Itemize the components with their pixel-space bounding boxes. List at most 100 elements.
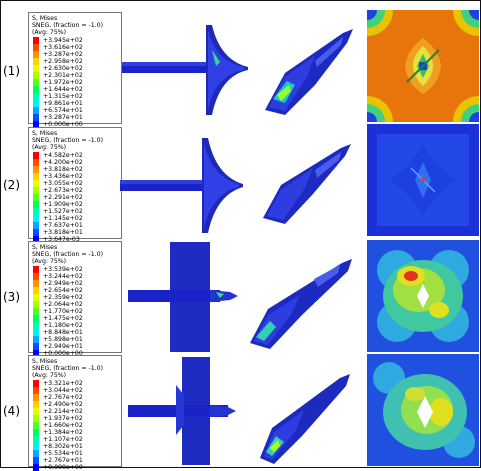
legend-swatch [33,436,39,443]
legend-value: +2.490e+02 [43,401,83,408]
legend-swatch [33,380,39,387]
legend-value: +1.660e+02 [43,422,83,429]
legend-swatch [33,266,39,273]
legend-swatch [33,343,39,350]
legend-swatch [33,107,39,114]
legend-swatch [33,208,39,215]
legend-swatch [33,457,39,464]
legend-swatch [33,37,39,44]
legend-value: +2.767e+01 [43,457,83,464]
legend-values: +4.582e+02 +4.200e+02 +3.818e+02 +3.436e+02… [43,152,83,243]
legend-value: +1.527e+02 [43,208,83,215]
legend-values: +3.321e+02 +3.044e+02 +2.767e+02 +2.490e+02… [43,380,83,471]
legend-swatch [33,51,39,58]
legend-value: +3.244e+02 [43,273,83,280]
legend-swatch [33,273,39,280]
legend-value: +6.574e+01 [43,107,83,114]
color-bar [33,37,39,128]
legend-swatch [33,287,39,294]
legend-value: +2.359e+02 [43,294,83,301]
legend-swatch [33,114,39,121]
legend-swatch [33,222,39,229]
row-label-2: (2) [3,178,20,192]
legend-swatch [33,336,39,343]
legend-swatch [33,401,39,408]
legend-swatch [33,166,39,173]
legend-value: +8.302e+01 [43,443,83,450]
legend-value: +9.861e+01 [43,100,83,107]
legend-value: +1.384e+02 [43,429,83,436]
legend-value: +2.630e+02 [43,65,83,72]
legend-values: +3.539e+02 +3.244e+02 +2.949e+02 +2.654e+02… [43,266,83,357]
legend-value: +2.301e+02 [43,72,83,79]
legend-value: +3.287e+01 [43,114,83,121]
legend-value: +3.436e+02 [43,173,83,180]
legend-value: +1.145e+02 [43,215,83,222]
legend-value: +2.214e+02 [43,408,83,415]
legend-value: +2.767e+02 [43,394,83,401]
legend-swatch [33,294,39,301]
legend-value: +3.818e+02 [43,166,83,173]
legend-swatch [33,159,39,166]
legend-swatch [33,215,39,222]
legend-swatch [33,194,39,201]
legend-swatch [33,443,39,450]
legend-value: +3.044e+02 [43,387,83,394]
legend-swatch [33,322,39,329]
legend-swatch [33,301,39,308]
legend-row-4: S, Mises SNEG, (fraction = -1.0) (Avg: 75%… [28,355,122,467]
legend-value: +8.848e+01 [43,329,83,336]
legend-value: +1.475e+02 [43,315,83,322]
legend-swatch [33,79,39,86]
legend-value: +4.582e+02 [43,152,83,159]
legend-swatch [33,280,39,287]
legend-value: +1.315e+02 [43,93,83,100]
legend-value: +1.180e+02 [43,322,83,329]
legend-header: S, Mises SNEG, (fraction = -1.0) (Avg: 75%… [32,15,103,36]
row1-side-view [120,10,260,125]
legend-swatch [33,173,39,180]
legend-value: +5.534e+01 [43,450,83,457]
legend-swatch [33,58,39,65]
legend-value: +1.909e+02 [43,201,83,208]
legend-value: +3.616e+02 [43,44,83,51]
legend-swatch [33,180,39,187]
legend-value: +2.064e+02 [43,301,83,308]
row-label-1: (1) [3,64,20,78]
legend-value: +3.539e+02 [43,266,83,273]
row2-contour-plot [367,124,479,236]
row3-contour-plot [367,240,479,352]
row-label-4: (4) [3,404,20,418]
legend-value: +1.972e+02 [43,79,83,86]
row1-contour-plot [367,10,479,122]
legend-swatch [33,315,39,322]
row4-side-view [120,355,250,467]
legend-values: +3.945e+02 +3.616e+02 +3.287e+02 +2.958e+02… [43,37,83,128]
legend-value: +7.637e+01 [43,222,83,229]
legend-swatch [33,86,39,93]
legend-value: +2.949e+02 [43,280,83,287]
legend-swatch [33,187,39,194]
legend-swatch [33,429,39,436]
legend-value: +3.945e+02 [43,37,83,44]
color-bar [33,380,39,471]
legend-swatch [33,329,39,336]
legend-value: +2.958e+02 [43,58,83,65]
legend-swatch [33,152,39,159]
legend-swatch [33,408,39,415]
row3-deformed-view [240,245,360,355]
legend-swatch [33,308,39,315]
legend-swatch [33,450,39,457]
legend-value: +3.818e+01 [43,229,83,236]
row-label-3: (3) [3,290,20,304]
legend-value: +1.107e+02 [43,436,83,443]
legend-header: S, Mises SNEG, (fraction = -1.0) (Avg: 75%… [32,358,103,379]
legend-value: +2.949e+01 [43,343,83,350]
row2-deformed-view [245,130,360,235]
legend-value: +4.200e+02 [43,159,83,166]
legend-header: S, Mises SNEG, (fraction = -1.0) (Avg: 75%… [32,244,103,265]
row1-deformed-view [245,15,360,125]
legend-value: +2.291e+02 [43,194,83,201]
legend-swatch [33,93,39,100]
legend-row-3: S, Mises SNEG, (fraction = -1.0) (Avg: 75%… [28,241,122,353]
